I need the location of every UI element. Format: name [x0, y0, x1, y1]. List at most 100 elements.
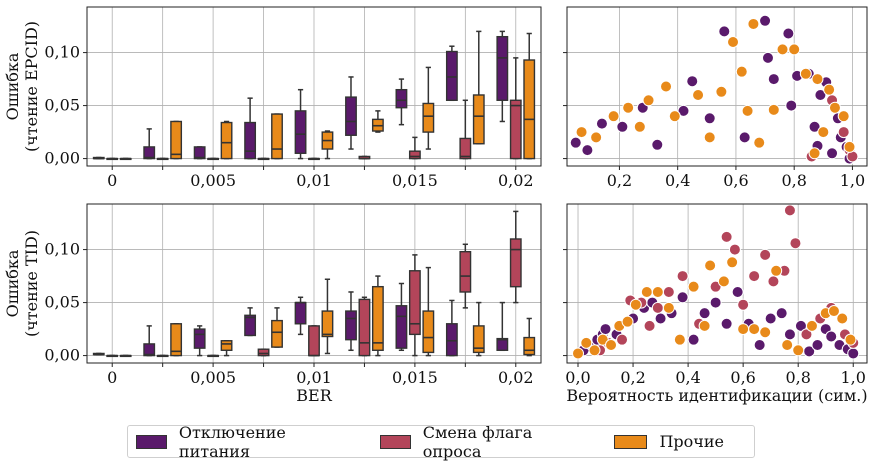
scatter-point-power-off [826, 147, 839, 160]
legend: Отключение питания Смена флага опроса Пр… [127, 422, 755, 461]
box-other [271, 113, 283, 160]
box-other [523, 336, 536, 356]
legend-swatch-power-off [136, 434, 167, 449]
scatter-point-other [776, 43, 789, 56]
scatter-point-other [590, 131, 603, 144]
scatter-point-other [660, 80, 673, 93]
scatter-point-other [640, 285, 653, 298]
x-tick-label: 0,4 [675, 368, 700, 387]
scatter-point-poll-flag [616, 333, 629, 346]
scatter-point-other [622, 101, 635, 114]
scatter-point-other [727, 35, 740, 48]
scatter-point-other [703, 131, 716, 144]
scatter-point-other [572, 347, 585, 360]
axes-frame [566, 203, 868, 364]
scatter-point-other [717, 275, 730, 288]
x-tick-label: 0,2 [607, 171, 632, 190]
scatter-point-poll-flag [643, 319, 656, 332]
scatter-point-power-off [651, 138, 664, 151]
scatter-point-power-off [698, 307, 711, 320]
box-poll-flag [358, 298, 371, 357]
scatter-point-other [747, 17, 760, 30]
scatter-point-power-off [686, 75, 699, 88]
scatter-point-other [715, 85, 728, 98]
legend-item-poll-flag: Смена флага опроса [379, 422, 585, 461]
scatter-point-power-off [759, 14, 772, 27]
scatter-point-other [827, 305, 840, 318]
x-tick-label: 0,6 [723, 171, 748, 190]
scatter-point-power-off [595, 117, 608, 130]
scatter-point-other [836, 312, 849, 325]
y-tick-label: 0,00 [44, 346, 80, 365]
x-tick-label: 0,01 [296, 368, 332, 387]
scatter-point-other [687, 280, 700, 293]
box-poll-flag [509, 238, 522, 288]
box-other [472, 94, 485, 145]
box-power-off [244, 314, 257, 337]
scatter-point-power-off [569, 136, 582, 149]
scatter-point-poll-flag [789, 237, 802, 250]
box-poll-flag [459, 250, 472, 293]
legend-swatch-other [614, 434, 648, 449]
scatter-point-power-off [783, 328, 796, 341]
scatter-point-other [828, 101, 841, 114]
scatter-point-power-off [687, 333, 700, 346]
x-tick-label: 1,0 [841, 368, 866, 387]
scatter-point-other [629, 298, 642, 311]
scatter-point-power-off [761, 51, 774, 64]
x-tick-label: 0,02 [498, 171, 534, 190]
legend-label-other: Прочие [659, 432, 724, 451]
scatter-point-other [726, 256, 739, 269]
scatter-point-power-off [731, 285, 744, 298]
axes-frame [566, 6, 868, 167]
box-power-off [193, 146, 206, 160]
axes-frame [86, 203, 542, 364]
scatter-point-poll-flag [767, 275, 780, 288]
box-power-off [496, 337, 509, 351]
scatter-point-other [633, 120, 646, 133]
scatter-point-other [799, 67, 812, 80]
scatter-point-power-off [814, 88, 827, 101]
box-power-off [143, 146, 156, 160]
scatter-point-poll-flag [748, 270, 761, 283]
scatter-point-other [692, 88, 705, 101]
box-power-off [294, 301, 307, 325]
x-tick-label: 0 [107, 171, 117, 190]
box-poll-flag [308, 325, 320, 357]
scatter-point-power-off [703, 112, 716, 125]
box-power-off [445, 323, 458, 357]
box-power-off [345, 310, 357, 341]
x-tick-label: 0 [107, 368, 117, 387]
scatter-point-other [837, 110, 850, 123]
box-poll-flag [257, 348, 270, 357]
scatter-point-other [781, 338, 794, 351]
scatter-point-poll-flag [783, 204, 796, 217]
x-tick-label: 0,2 [620, 368, 645, 387]
box-power-off [445, 50, 458, 101]
scatter-point-other [741, 104, 754, 117]
box-power-off [496, 35, 509, 101]
scatter-point-other [843, 140, 856, 153]
box-other [220, 121, 233, 160]
x-tick-label: 0,005 [190, 368, 236, 387]
box-other [523, 59, 536, 160]
scatter-point-power-off [718, 25, 731, 38]
legend-label-poll-flag: Смена флага опроса [422, 422, 533, 461]
box-power-off [143, 343, 156, 357]
y-axis-label: Ошибка [3, 52, 22, 120]
panel-top-right: 0,2 0,4 0,6 0,8 1,0 [563, 6, 868, 190]
scatter-point-poll-flag [728, 243, 741, 256]
x-tick-label: 0,02 [498, 368, 534, 387]
scatter-point-other [737, 323, 750, 336]
x-tick-label: 0,4 [665, 171, 690, 190]
box-other [271, 319, 283, 348]
box-other [170, 120, 183, 160]
scatter-point-other [823, 83, 836, 96]
scatter-point-power-off [720, 317, 733, 330]
y-axis-label: Ошибка [3, 249, 22, 317]
scatter-point-power-off [738, 131, 751, 144]
scatter-point-other [808, 147, 821, 160]
x-tick-label: 0,005 [190, 171, 236, 190]
scatter-point-power-off [764, 312, 777, 325]
